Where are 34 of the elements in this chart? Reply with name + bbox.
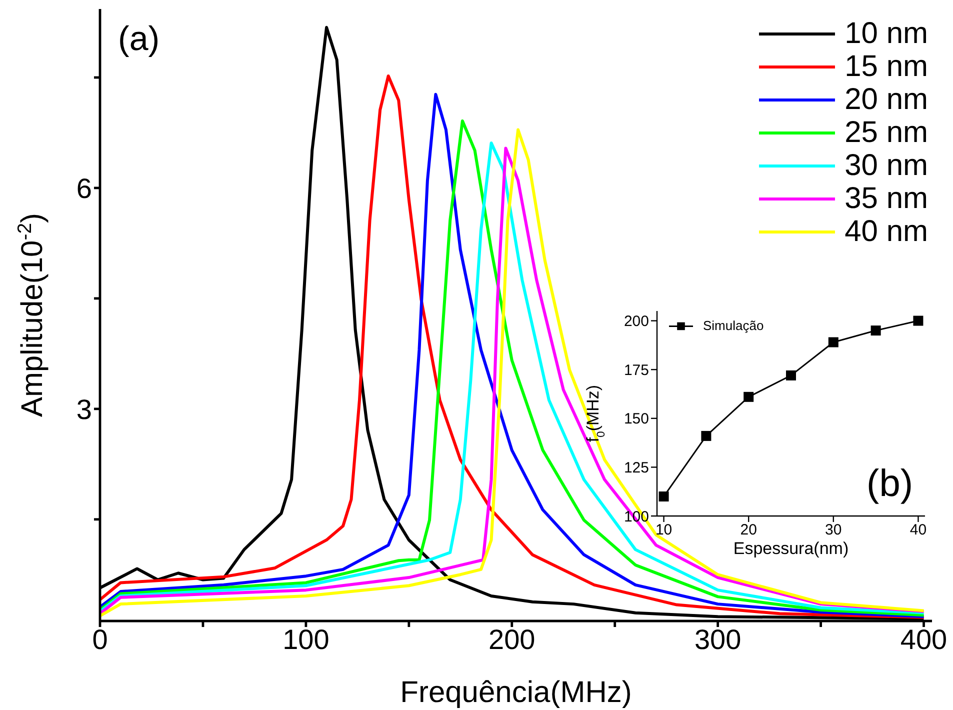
legend-label: Simulação (703, 318, 764, 334)
y-tick-label: 3 (76, 394, 92, 425)
y-tick-label: 125 (624, 460, 649, 477)
legend-label: 10 nm (844, 17, 928, 50)
point (701, 430, 712, 441)
x-axis-title: Espessura(nm) (733, 539, 849, 558)
legend-label: 20 nm (844, 83, 928, 116)
x-tick-label: 400 (900, 624, 948, 655)
point (744, 392, 754, 402)
x-tick-label: 40 (910, 522, 927, 539)
point (786, 370, 796, 380)
annotation: (a) (118, 20, 160, 58)
y-tick-label: 6 (76, 172, 92, 204)
point (658, 491, 669, 502)
x-tick-label: 30 (825, 522, 842, 539)
y-tick-label: 150 (624, 410, 649, 428)
x-tick-label: 20 (740, 522, 757, 539)
legend-label: 30 nm (844, 149, 928, 182)
point (828, 337, 838, 348)
legend-label: 15 nm (844, 50, 928, 83)
x-tick-label: 200 (488, 624, 536, 655)
x-axis-title: Frequência(MHz) (400, 676, 632, 709)
y-tick-label: 200 (624, 313, 649, 330)
x-tick-label: 0 (92, 624, 108, 655)
x-tick-label: 100 (282, 624, 330, 655)
legend-label: 40 nm (844, 215, 928, 248)
point (870, 326, 881, 336)
y-tick-label: 175 (624, 362, 649, 379)
x-tick-label: 300 (694, 624, 742, 655)
legend-label: 35 nm (844, 182, 928, 215)
x-tick-label: 10 (655, 522, 672, 539)
annotation: (b) (866, 463, 913, 505)
legend-label: 25 nm (844, 116, 928, 149)
point (913, 316, 924, 326)
